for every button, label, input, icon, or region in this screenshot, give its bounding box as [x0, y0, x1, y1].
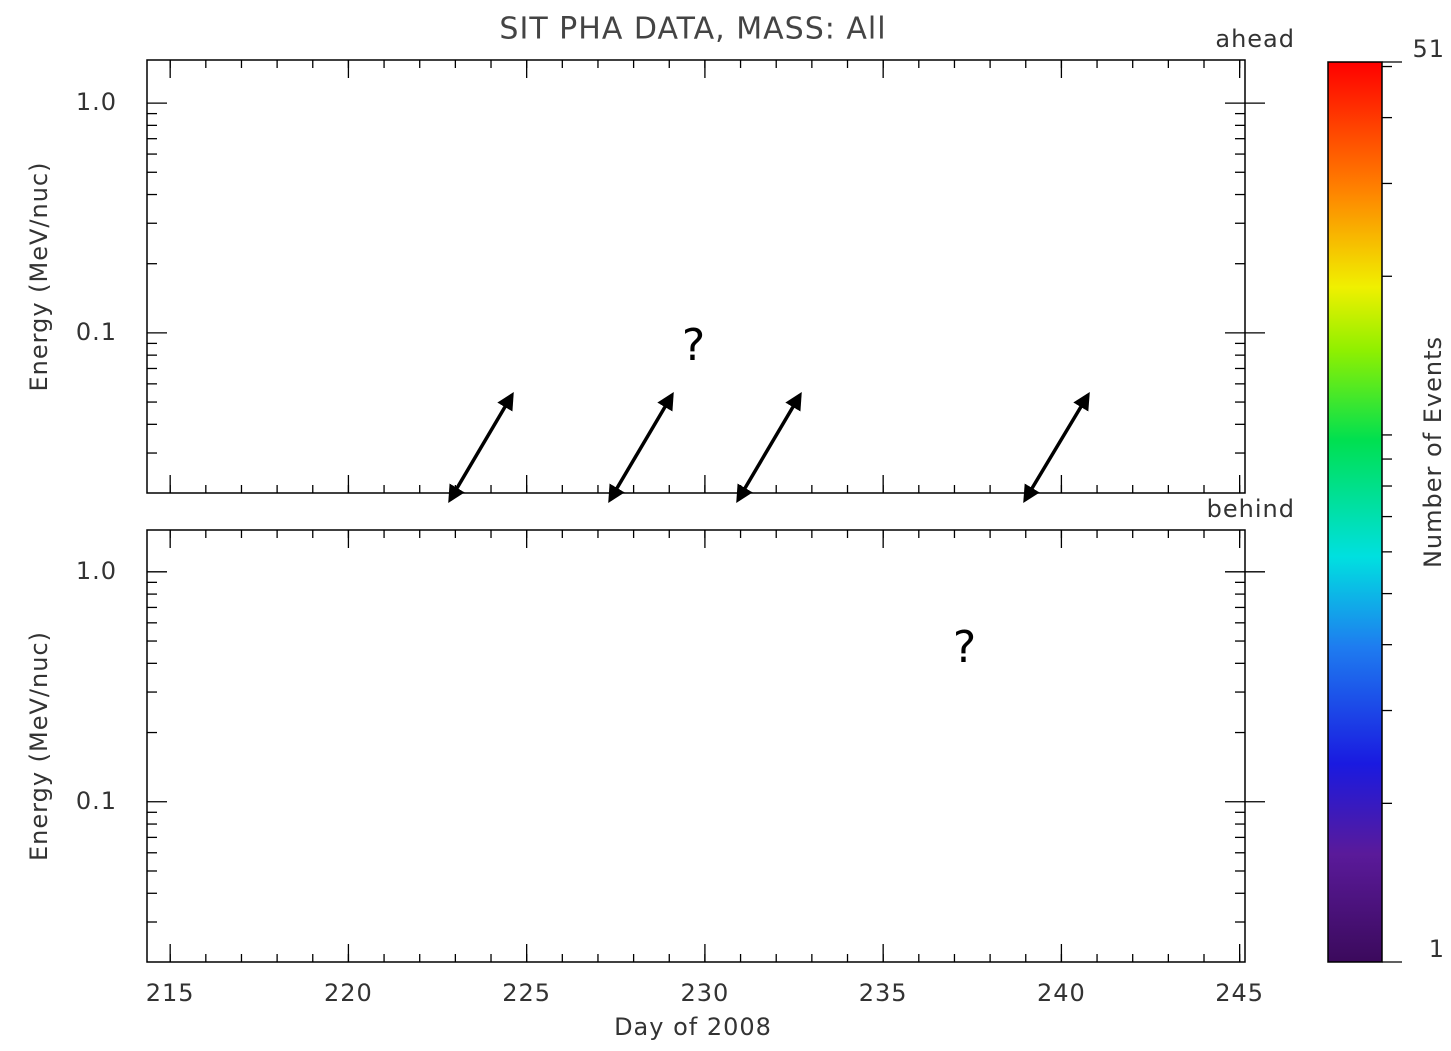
- colorbar-label: Number of Events: [1419, 336, 1447, 568]
- x-tick-label: 235: [859, 979, 908, 1007]
- y-tick-label: 0.1: [76, 318, 117, 346]
- y-tick-label: 1.0: [76, 557, 117, 585]
- colorbar: [1327, 61, 1383, 963]
- plot-frame: [146, 59, 1246, 494]
- annotation: ?: [953, 622, 977, 673]
- y-tick-label: 0.1: [76, 787, 117, 815]
- arrows: [448, 391, 1090, 504]
- annotation: ?: [682, 320, 706, 371]
- x-tick-label: 240: [1037, 979, 1086, 1007]
- y-tick-label: 1.0: [76, 88, 117, 116]
- colorbar-tick-label: 51: [1412, 35, 1445, 63]
- x-tick-label: 215: [146, 979, 195, 1007]
- x-tick-label: 220: [324, 979, 373, 1007]
- x-tick-label: 230: [681, 979, 730, 1007]
- x-tick-label: 245: [1215, 979, 1264, 1007]
- panel-label: behind: [1207, 495, 1295, 523]
- plot-frame: [146, 529, 1246, 963]
- x-tick-label: 225: [502, 979, 551, 1007]
- x-axis-label: Day of 2008: [614, 1013, 772, 1041]
- colorbar-tick-label: 1: [1429, 935, 1445, 963]
- y-axis-label: Energy (MeV/nuc): [25, 631, 53, 861]
- panel-label: ahead: [1215, 25, 1295, 53]
- y-axis-label: Energy (MeV/nuc): [25, 162, 53, 392]
- chart-title: SIT PHA DATA, MASS: All: [499, 12, 886, 47]
